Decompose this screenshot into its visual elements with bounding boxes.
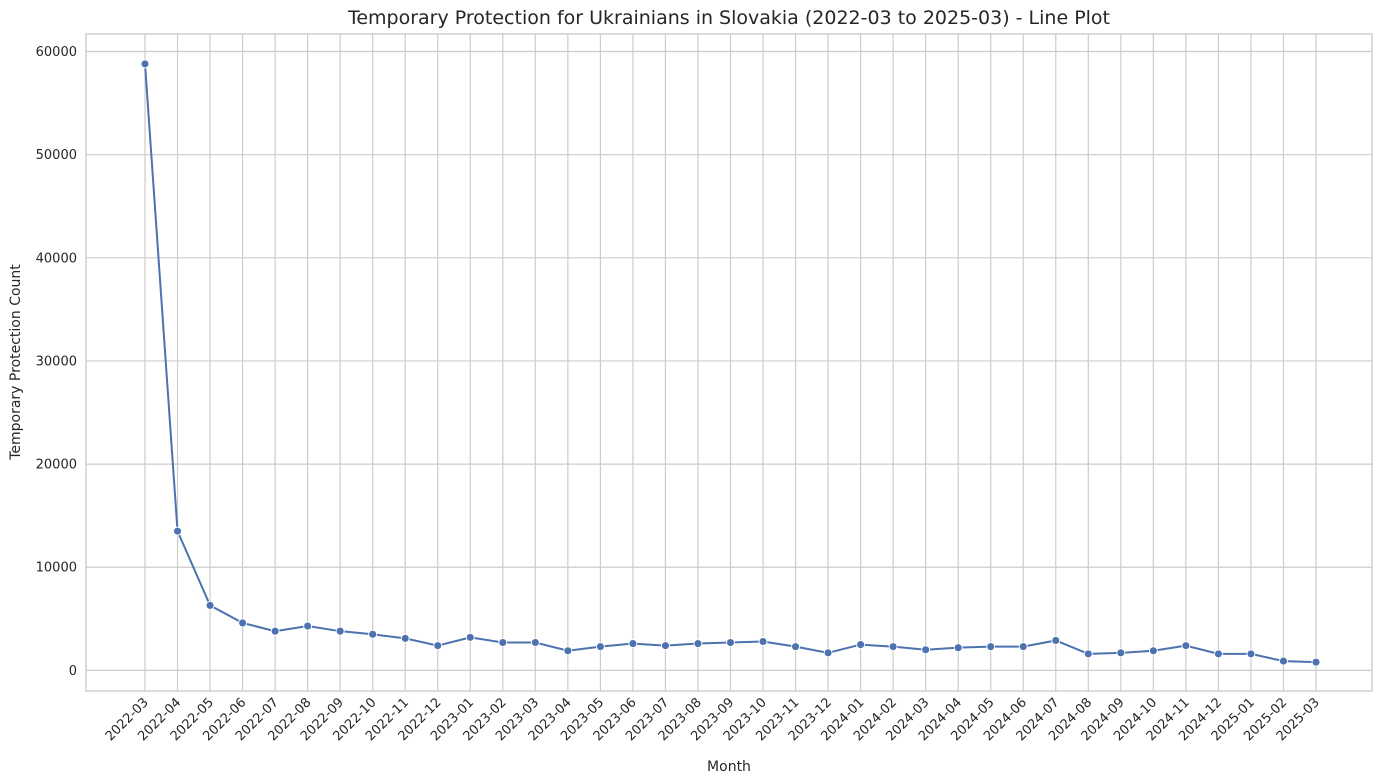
data-point bbox=[1311, 657, 1321, 667]
data-point bbox=[953, 643, 963, 653]
tick-layer: 01000020000300004000050000600002022-0320… bbox=[36, 45, 1323, 744]
y-tick-label: 20000 bbox=[36, 458, 77, 473]
data-point bbox=[368, 629, 378, 639]
data-point bbox=[400, 633, 410, 643]
data-point bbox=[1148, 646, 1158, 656]
y-tick-label: 60000 bbox=[36, 45, 77, 60]
data-point bbox=[1246, 649, 1256, 659]
y-tick-label: 30000 bbox=[36, 354, 77, 369]
x-axis-label: Month bbox=[707, 759, 751, 775]
data-point bbox=[335, 626, 345, 636]
data-point bbox=[693, 639, 703, 649]
data-point bbox=[1181, 641, 1191, 651]
data-point bbox=[628, 639, 638, 649]
data-point bbox=[1116, 648, 1126, 658]
data-point bbox=[205, 600, 215, 610]
y-tick-label: 50000 bbox=[36, 148, 77, 163]
data-point bbox=[660, 641, 670, 651]
data-point bbox=[238, 618, 248, 628]
data-point bbox=[140, 59, 150, 69]
data-point bbox=[986, 642, 996, 652]
data-point bbox=[758, 637, 768, 646]
data-point bbox=[303, 621, 313, 631]
data-point bbox=[498, 638, 508, 647]
y-axis-label: Temporary Protection Count bbox=[8, 264, 24, 461]
data-point bbox=[888, 642, 898, 652]
data-point bbox=[856, 640, 866, 650]
plot-frame bbox=[85, 33, 1373, 692]
chart-title: Temporary Protection for Ukrainians in S… bbox=[347, 7, 1110, 29]
data-point bbox=[173, 526, 182, 536]
grid-layer bbox=[86, 34, 1372, 691]
data-point bbox=[791, 642, 801, 652]
data-point bbox=[270, 626, 280, 636]
data-point bbox=[433, 641, 443, 651]
data-point bbox=[726, 638, 735, 647]
data-point bbox=[465, 632, 475, 642]
data-point bbox=[1213, 649, 1223, 659]
y-tick-label: 40000 bbox=[36, 251, 77, 266]
series-layer bbox=[140, 59, 1321, 667]
data-point bbox=[1018, 642, 1028, 652]
y-tick-label: 0 bbox=[69, 664, 77, 679]
data-point bbox=[563, 646, 573, 656]
data-point bbox=[1279, 656, 1288, 666]
data-point bbox=[595, 642, 605, 652]
data-point bbox=[1083, 649, 1093, 659]
data-point bbox=[921, 645, 931, 655]
data-point bbox=[530, 638, 540, 647]
data-point bbox=[823, 648, 833, 658]
data-point bbox=[1051, 636, 1061, 645]
y-tick-label: 10000 bbox=[36, 561, 77, 576]
